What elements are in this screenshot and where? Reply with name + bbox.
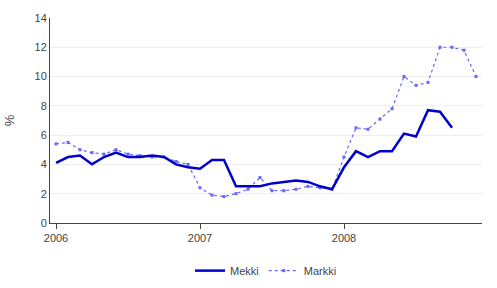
svg-text:0: 0	[41, 217, 47, 229]
svg-text:4: 4	[41, 158, 47, 170]
svg-text:2: 2	[41, 188, 47, 200]
svg-text:2007: 2007	[188, 232, 212, 244]
svg-text:8: 8	[41, 100, 47, 112]
svg-text:Markki: Markki	[304, 265, 336, 277]
svg-text:10: 10	[35, 70, 47, 82]
svg-text:%: %	[2, 114, 17, 126]
svg-text:2006: 2006	[44, 232, 68, 244]
svg-text:Mekki: Mekki	[230, 265, 259, 277]
svg-text:12: 12	[35, 41, 47, 53]
svg-text:14: 14	[35, 12, 47, 24]
svg-text:2008: 2008	[332, 232, 356, 244]
svg-text:6: 6	[41, 129, 47, 141]
